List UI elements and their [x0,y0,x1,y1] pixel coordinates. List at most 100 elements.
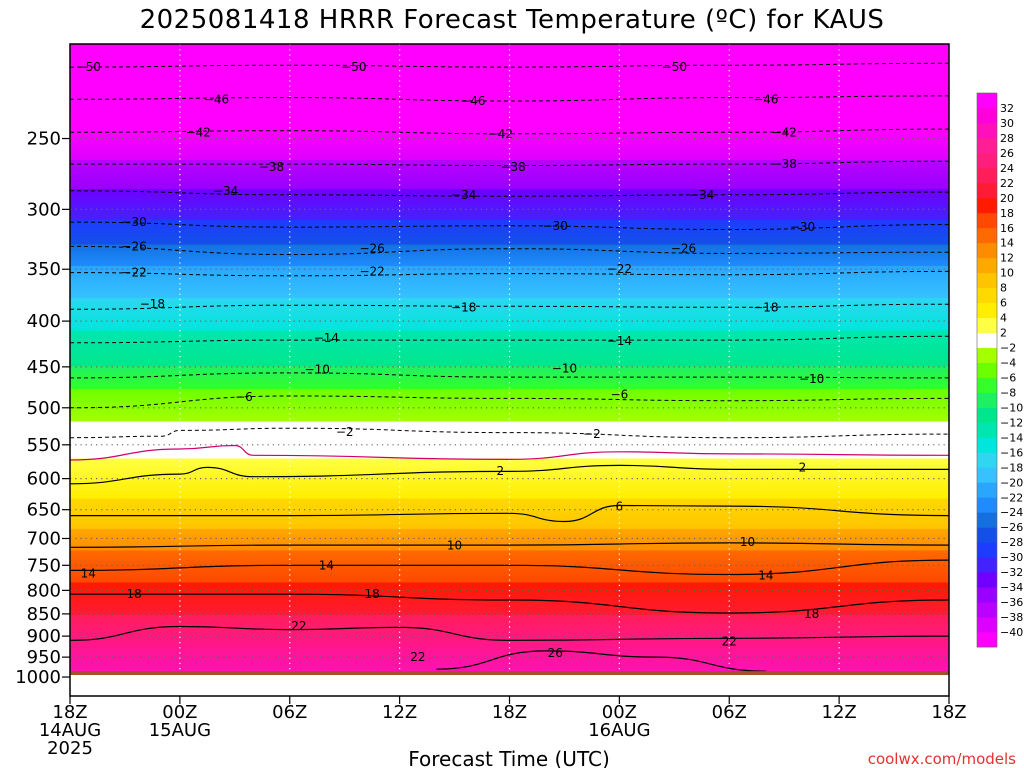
colorbar-tick-label: 32 [1000,102,1014,115]
colorbar-tick-label: 26 [1000,147,1014,160]
colorbar-swatch [977,107,997,124]
y-tick-label: 450 [27,357,61,378]
colorbar-tick-label: −20 [1000,476,1023,489]
x-tick-label: 00Z [602,702,637,723]
colorbar-swatch [977,167,997,184]
isotherm-label: 26 [548,646,563,660]
colorbar-swatch [977,212,997,229]
isotherm-label: −14 [607,334,632,348]
isotherm-label: 2 [799,460,807,474]
isotherm-line [70,160,949,167]
y-tick-label: 250 [27,129,61,150]
colorbar-tick-label: −40 [1000,626,1023,639]
colorbar-swatch [977,152,997,169]
x-tick-label: 12Z [382,702,417,723]
isotherm-label: −50 [76,60,101,74]
colorbar-swatch [977,452,997,468]
colorbar: −40−38−36−34−32−30−28−26−24−22−20−18−16−… [976,92,1023,648]
y-tick-label: 400 [27,311,61,332]
colorbar-tick-label: −12 [1000,416,1023,429]
colorbar-tick-label: 12 [1000,252,1014,265]
isotherm-label: −26 [359,242,384,256]
x-tick-label: 06Z [712,702,747,723]
isotherm-label: −38 [772,157,797,171]
colorbar-swatch [977,137,997,154]
colorbar-swatch [977,332,997,348]
colorbar-swatch [977,302,997,318]
isotherm-label: −38 [259,160,284,174]
isotherm-label: −30 [121,215,146,229]
colorbar-tick-label: −2 [1000,342,1016,355]
isotherm-label: −14 [314,331,339,345]
isotherm-line [70,221,949,231]
isotherm-label: −42 [186,125,211,139]
isotherm-line [70,95,949,102]
colorbar-swatch [977,527,997,543]
y-tick-label: 850 [27,604,61,625]
colorbar-swatch [977,497,997,513]
colorbar-swatch [977,602,997,618]
colorbar-tick-label: 20 [1000,192,1014,205]
colorbar-tick-label: 4 [1000,312,1007,325]
x-tick-label: 18Z [931,702,966,723]
colorbar-swatch [977,467,997,483]
isotherm-label: −6 [611,387,629,401]
y-tick-label: 300 [27,199,61,220]
isotherm-label: −46 [753,92,778,106]
colorbar-swatch [977,392,997,408]
colorbar-swatch [977,347,997,363]
credit-link[interactable]: coolwx.com/models [868,750,1016,768]
isotherm-label: 10 [447,539,462,553]
isotherm-line [70,625,949,642]
ground-below-surface [70,671,949,675]
y-tick-label: 550 [27,435,61,456]
isotherm-label: 22 [291,619,306,633]
isotherm-labels: −50 −50 −50 −46 −46 −46 −42 −42 −42 −38 −38 −38 −34 −… [76,60,825,664]
isotherm-label: −30 [790,220,815,234]
isotherm-line [70,335,949,344]
colorbar-swatch [977,572,997,588]
y-tick-label: 750 [27,555,61,576]
isotherm-label: 22 [410,650,425,664]
colorbar-tick-label: −14 [1000,431,1023,444]
colorbar-tick-label: 24 [1000,162,1014,175]
colorbar-tick-label: −6 [1000,371,1016,384]
isotherm-label: −26 [671,242,696,256]
colorbar-swatch [977,587,997,603]
isotherm-label: −18 [451,300,476,314]
colorbar-swatch [977,437,997,453]
colorbar-swatch [977,377,997,393]
colorbar-tick-label: −28 [1000,536,1023,549]
grid [70,44,949,675]
isotherm-line [70,427,949,439]
isotherm-label: −2 [336,425,354,439]
colorbar-swatch [977,482,997,498]
x-tick-label: 12Z [822,702,857,723]
isotherm-label: −26 [121,239,146,253]
pressure-axis: 2503003504004505005506006507007508008509… [15,129,70,688]
isotherm-label: 14 [81,566,96,580]
colorbar-swatch [977,317,997,333]
isotherm-label: −42 [772,125,797,139]
isotherm-label: 6 [616,500,624,514]
colorbar-tick-label: 10 [1000,267,1014,280]
colorbar-swatch [977,197,997,214]
colorbar-tick-label: −10 [1000,401,1023,414]
colorbar-swatch [977,242,997,259]
colorbar-tick-label: 2 [1000,327,1007,340]
isotherm-label: −46 [204,92,229,106]
colorbar-swatch [977,227,997,244]
isotherm-label: −30 [543,219,568,233]
isotherm-line [70,559,949,576]
colorbar-swatch [977,557,997,573]
y-tick-label: 1000 [15,667,61,688]
y-tick-label: 700 [27,528,61,549]
y-tick-label: 900 [27,626,61,647]
isotherm-label: −18 [753,300,778,314]
colorbar-tick-label: 6 [1000,297,1007,310]
colorbar-tick-label: −32 [1000,566,1023,579]
colorbar-tick-label: 16 [1000,222,1014,235]
colorbar-swatch [977,287,997,304]
isotherm-label: −38 [500,160,525,174]
